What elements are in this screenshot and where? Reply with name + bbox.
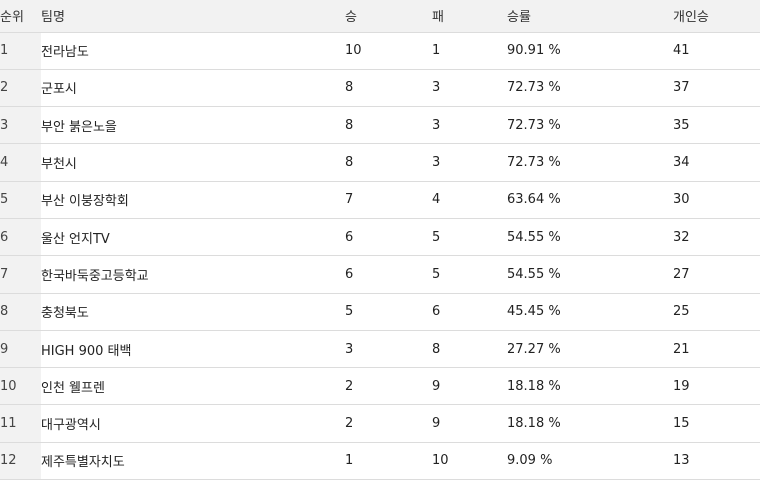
losses-cell: 9 xyxy=(432,367,507,406)
table-row: 8 충청북도 5 6 45.45 % 25 xyxy=(0,293,760,331)
column-header-rank[interactable]: 순위 xyxy=(0,0,41,33)
team-name-cell: 전라남도 xyxy=(41,32,345,70)
losses-cell: 4 xyxy=(432,181,507,219)
wins-cell: 2 xyxy=(345,404,432,443)
win-rate-cell: 27.27 % xyxy=(507,330,673,369)
table-row: 7 한국바둑중고등학교 6 5 54.55 % 27 xyxy=(0,255,760,294)
individual-wins-cell: 25 xyxy=(673,293,760,331)
wins-cell: 8 xyxy=(345,143,432,182)
individual-wins-cell: 34 xyxy=(673,143,760,182)
losses-cell: 5 xyxy=(432,255,507,294)
team-name-cell: 부안 붉은노을 xyxy=(41,106,345,145)
rank-cell: 8 xyxy=(0,293,41,331)
win-rate-cell: 72.73 % xyxy=(507,143,673,182)
individual-wins-cell: 19 xyxy=(673,367,760,406)
win-rate-cell: 54.55 % xyxy=(507,255,673,294)
wins-cell: 1 xyxy=(345,442,432,480)
rank-cell: 1 xyxy=(0,32,41,70)
team-name-cell: 군포시 xyxy=(41,69,345,108)
table-row: 4 부천시 8 3 72.73 % 34 xyxy=(0,143,760,182)
rank-cell: 12 xyxy=(0,442,41,480)
table-row: 3 부안 붉은노을 8 3 72.73 % 35 xyxy=(0,106,760,145)
table-row: 9 HIGH 900 태백 3 8 27.27 % 21 xyxy=(0,330,760,369)
losses-cell: 10 xyxy=(432,442,507,480)
losses-cell: 3 xyxy=(432,106,507,145)
losses-cell: 3 xyxy=(432,143,507,182)
wins-cell: 6 xyxy=(345,255,432,294)
team-name-cell: 대구광역시 xyxy=(41,404,345,443)
column-header-losses[interactable]: 패 xyxy=(432,0,507,33)
team-name-cell: 인천 웰프렌 xyxy=(41,367,345,406)
team-name-cell: 울산 언지TV xyxy=(41,218,345,257)
table-header: 순위 팀명 승 패 승률 개인승 xyxy=(0,0,760,33)
wins-cell: 3 xyxy=(345,330,432,369)
individual-wins-cell: 35 xyxy=(673,106,760,145)
individual-wins-cell: 15 xyxy=(673,404,760,443)
wins-cell: 6 xyxy=(345,218,432,257)
individual-wins-cell: 37 xyxy=(673,69,760,108)
team-name-cell: 충청북도 xyxy=(41,293,345,331)
losses-cell: 9 xyxy=(432,404,507,443)
win-rate-cell: 18.18 % xyxy=(507,367,673,406)
team-name-cell: 부천시 xyxy=(41,143,345,182)
column-header-win-rate[interactable]: 승률 xyxy=(507,0,673,33)
individual-wins-cell: 32 xyxy=(673,218,760,257)
column-header-team[interactable]: 팀명 xyxy=(41,0,345,33)
rank-cell: 10 xyxy=(0,367,41,406)
rank-cell: 9 xyxy=(0,330,41,369)
win-rate-cell: 72.73 % xyxy=(507,69,673,108)
team-name-cell: 부산 이붕장학회 xyxy=(41,181,345,219)
win-rate-cell: 9.09 % xyxy=(507,442,673,480)
losses-cell: 3 xyxy=(432,69,507,108)
rank-cell: 6 xyxy=(0,218,41,257)
rank-cell: 7 xyxy=(0,255,41,294)
win-rate-cell: 63.64 % xyxy=(507,181,673,219)
rank-cell: 11 xyxy=(0,404,41,443)
wins-cell: 10 xyxy=(345,32,432,70)
header-row: 순위 팀명 승 패 승률 개인승 xyxy=(0,0,760,33)
table-row: 11 대구광역시 2 9 18.18 % 15 xyxy=(0,404,760,443)
win-rate-cell: 54.55 % xyxy=(507,218,673,257)
win-rate-cell: 45.45 % xyxy=(507,293,673,331)
table-row: 12 제주특별자치도 1 10 9.09 % 13 xyxy=(0,442,760,480)
table-row: 2 군포시 8 3 72.73 % 37 xyxy=(0,69,760,108)
team-name-cell: HIGH 900 태백 xyxy=(41,330,345,369)
win-rate-cell: 90.91 % xyxy=(507,32,673,70)
losses-cell: 5 xyxy=(432,218,507,257)
table-row: 10 인천 웰프렌 2 9 18.18 % 19 xyxy=(0,367,760,406)
losses-cell: 8 xyxy=(432,330,507,369)
wins-cell: 8 xyxy=(345,69,432,108)
table-row: 6 울산 언지TV 6 5 54.55 % 32 xyxy=(0,218,760,257)
wins-cell: 8 xyxy=(345,106,432,145)
individual-wins-cell: 21 xyxy=(673,330,760,369)
losses-cell: 6 xyxy=(432,293,507,331)
team-name-cell: 한국바둑중고등학교 xyxy=(41,255,345,294)
wins-cell: 2 xyxy=(345,367,432,406)
rank-cell: 5 xyxy=(0,181,41,219)
table-body: 1 전라남도 10 1 90.91 % 41 2 군포시 8 3 72.73 % 37 3 부안 붉은노을… xyxy=(0,32,760,480)
individual-wins-cell: 41 xyxy=(673,32,760,70)
individual-wins-cell: 13 xyxy=(673,442,760,480)
table-row: 5 부산 이붕장학회 7 4 63.64 % 30 xyxy=(0,181,760,219)
win-rate-cell: 18.18 % xyxy=(507,404,673,443)
rank-cell: 4 xyxy=(0,143,41,182)
individual-wins-cell: 30 xyxy=(673,181,760,219)
rank-cell: 2 xyxy=(0,69,41,108)
losses-cell: 1 xyxy=(432,32,507,70)
column-header-individual-wins[interactable]: 개인승 xyxy=(673,0,760,33)
wins-cell: 5 xyxy=(345,293,432,331)
table-row: 1 전라남도 10 1 90.91 % 41 xyxy=(0,32,760,70)
column-header-wins[interactable]: 승 xyxy=(345,0,432,33)
rank-cell: 3 xyxy=(0,106,41,145)
win-rate-cell: 72.73 % xyxy=(507,106,673,145)
individual-wins-cell: 27 xyxy=(673,255,760,294)
wins-cell: 7 xyxy=(345,181,432,219)
team-name-cell: 제주특별자치도 xyxy=(41,442,345,480)
